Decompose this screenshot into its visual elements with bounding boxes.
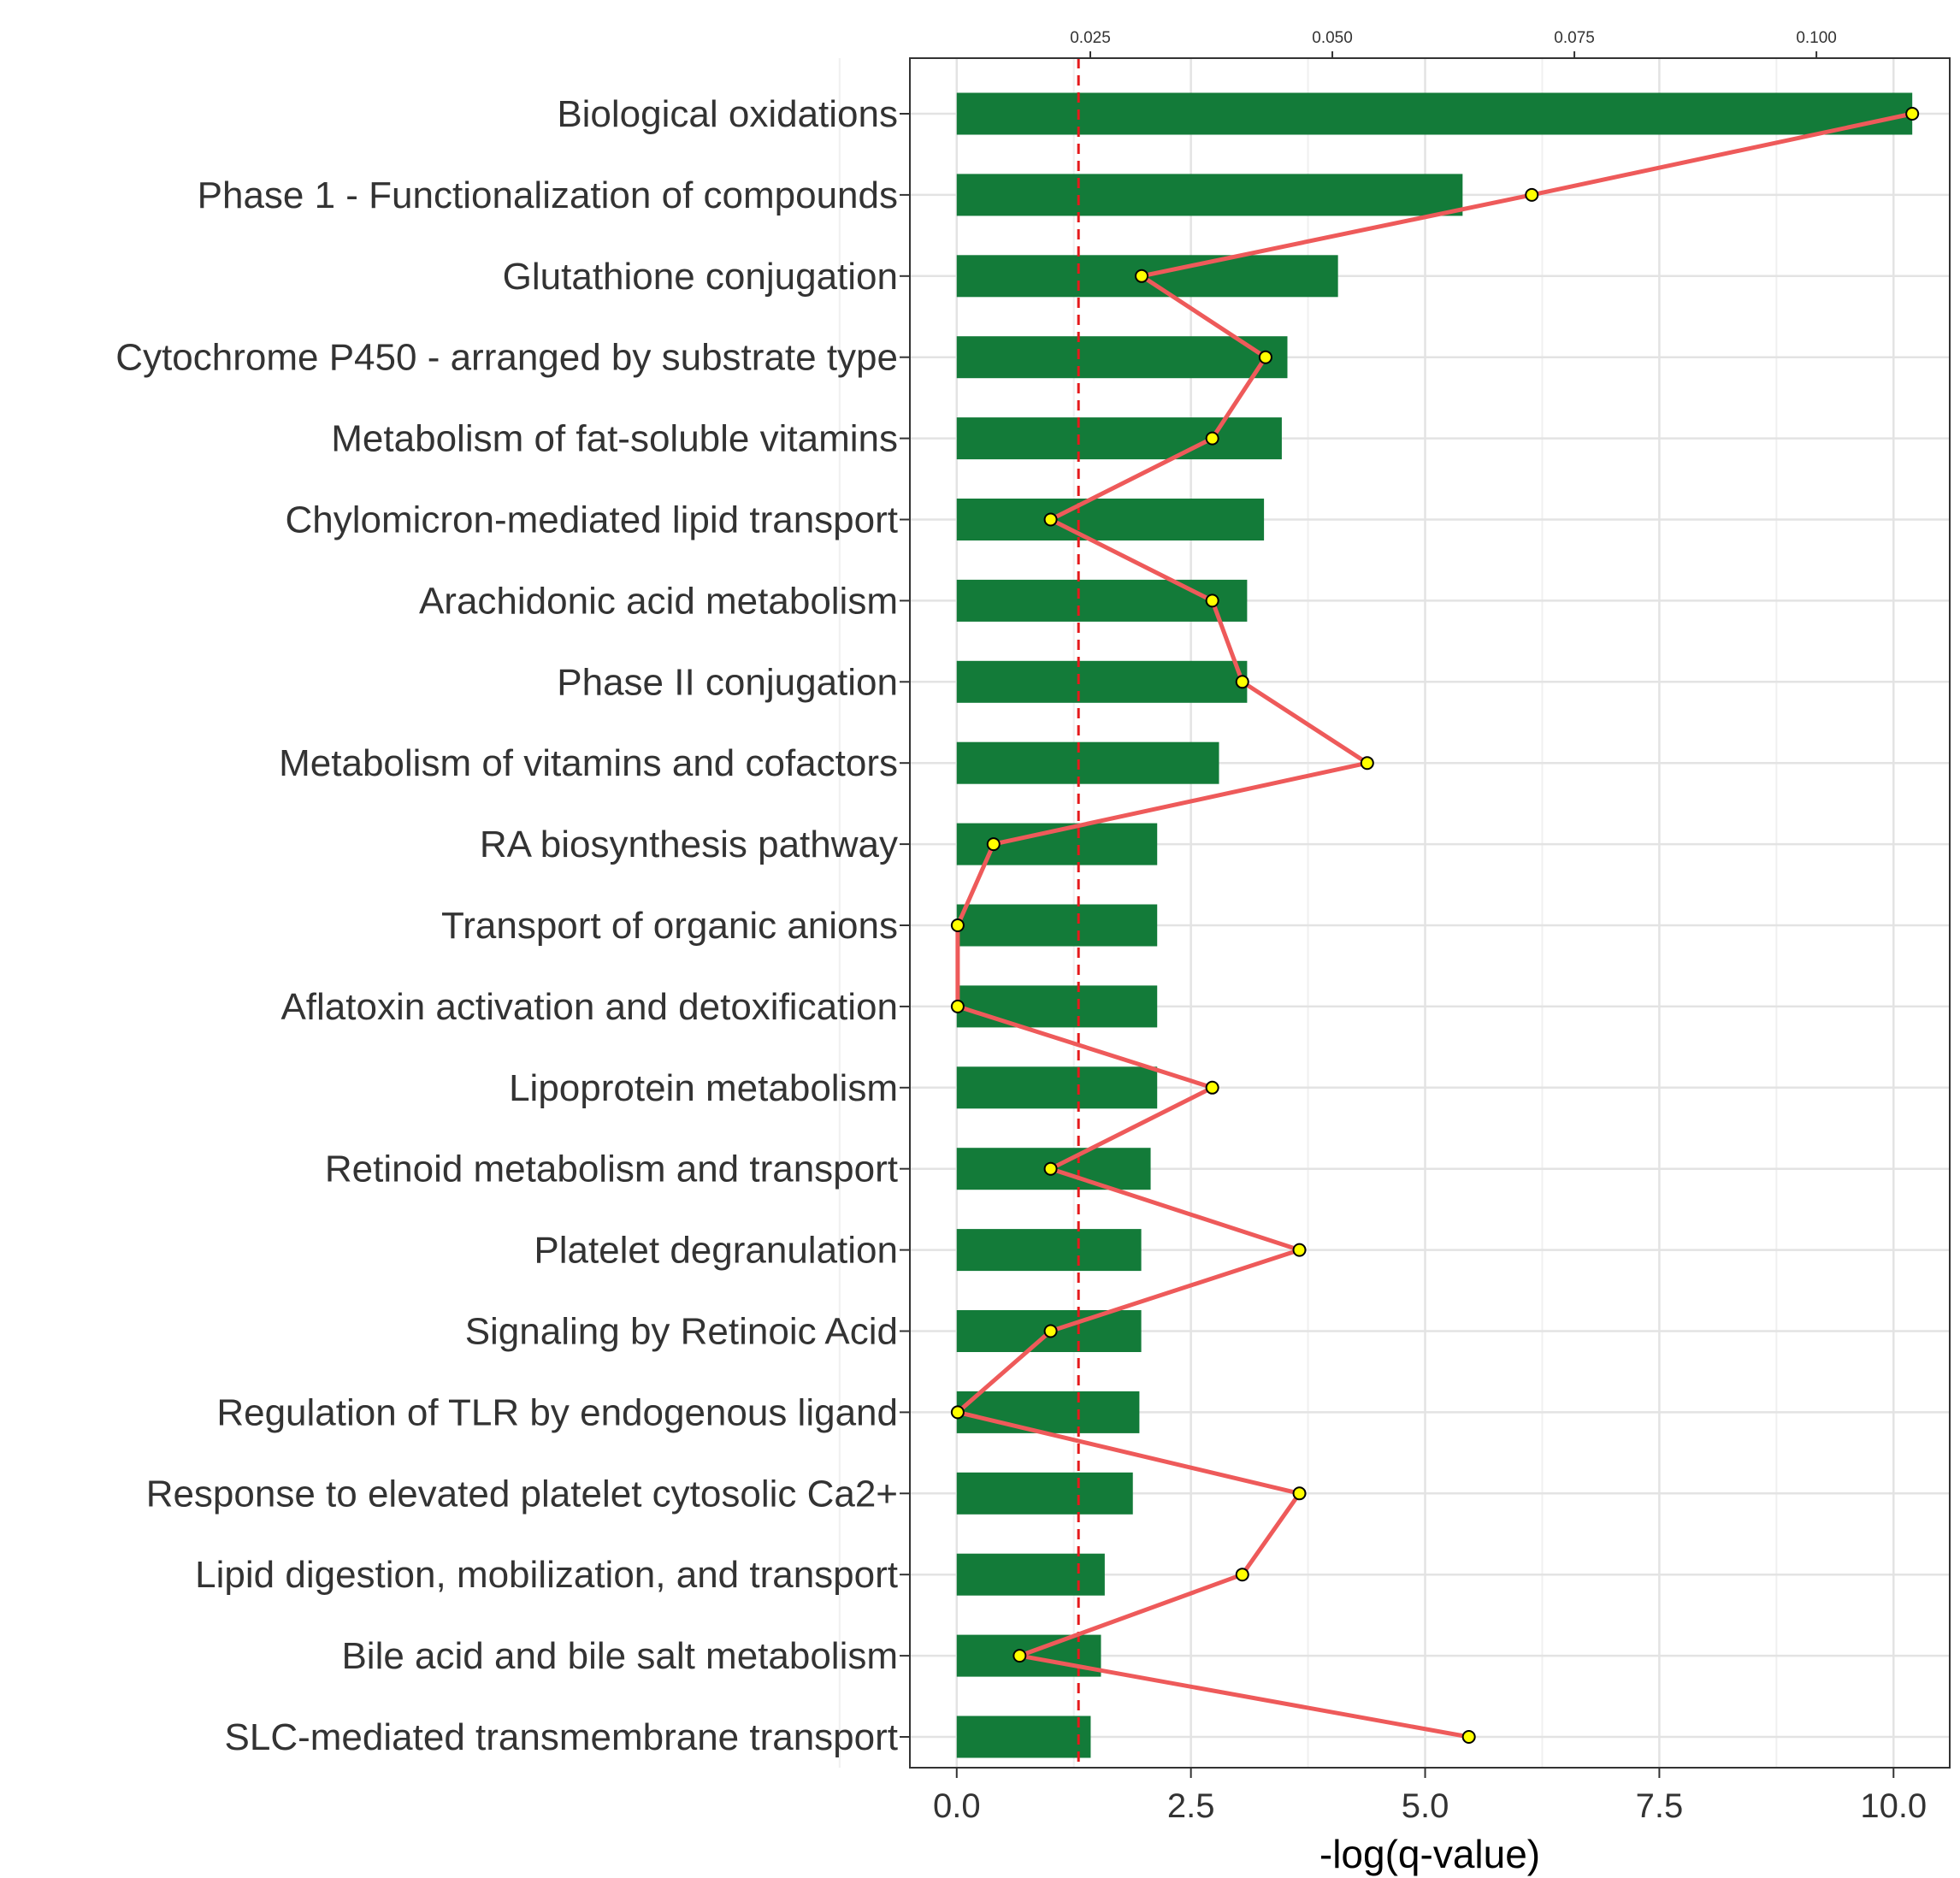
category-label: Aflatoxin activation and detoxification bbox=[280, 986, 898, 1028]
y-axis: Biological oxidations Phase 1 - Functiona… bbox=[115, 93, 910, 1758]
category-label: Platelet degranulation bbox=[534, 1230, 898, 1272]
category-label: Bile acid and bile salt metabolism bbox=[341, 1635, 898, 1677]
bar bbox=[956, 904, 1158, 947]
data-point bbox=[1525, 187, 1539, 202]
bar bbox=[956, 1472, 1133, 1515]
top-tick-label: 0.100 bbox=[1796, 29, 1837, 47]
category-label: Phase II conjugation bbox=[557, 661, 898, 703]
panel-border bbox=[909, 57, 1951, 1769]
data-point bbox=[1012, 1649, 1027, 1663]
x-tick-label: 5.0 bbox=[1402, 1787, 1449, 1825]
bar bbox=[956, 417, 1282, 460]
x-axis-bottom: 0.0 2.5 5.0 7.5 10.0 bbox=[933, 1768, 1927, 1825]
x-tick-label: 2.5 bbox=[1167, 1787, 1215, 1825]
x-tick-label: 7.5 bbox=[1636, 1787, 1684, 1825]
bar bbox=[956, 579, 1248, 622]
category-label: SLC-mediated transmembrane transport bbox=[225, 1716, 898, 1758]
data-point bbox=[1360, 756, 1374, 771]
data-point bbox=[986, 837, 1001, 852]
bar bbox=[956, 660, 1248, 703]
category-label: RA biosynthesis pathway bbox=[480, 824, 898, 865]
category-label: Metabolism of vitamins and cofactors bbox=[279, 742, 898, 784]
category-label: Transport of organic anions bbox=[441, 905, 898, 947]
bar bbox=[956, 1391, 1140, 1433]
bar bbox=[956, 1229, 1142, 1272]
category-label: Arachidonic acid metabolism bbox=[419, 580, 898, 622]
bar bbox=[956, 174, 1463, 216]
category-label: Cytochrome P450 - arranged by substrate … bbox=[115, 337, 898, 379]
bar bbox=[956, 1716, 1091, 1758]
x-tick-label: 10.0 bbox=[1860, 1787, 1927, 1825]
data-point bbox=[1135, 269, 1149, 283]
category-label: Metabolism of fat-soluble vitamins bbox=[331, 418, 898, 460]
bar bbox=[956, 741, 1219, 784]
x-axis-title: -log(q-value) bbox=[1319, 1832, 1540, 1876]
bar bbox=[956, 336, 1288, 379]
data-point bbox=[1235, 675, 1249, 689]
q-value-points bbox=[950, 107, 1920, 1744]
data-point bbox=[1043, 1324, 1058, 1338]
category-label: Biological oxidations bbox=[557, 93, 898, 135]
category-label: Retinoid metabolism and transport bbox=[325, 1149, 898, 1190]
category-label: Regulation of TLR by endogenous ligand bbox=[216, 1391, 898, 1433]
data-point bbox=[1043, 512, 1058, 527]
data-point bbox=[950, 999, 965, 1013]
category-label: Lipid digestion, mobilization, and trans… bbox=[195, 1554, 898, 1596]
data-point bbox=[1043, 1161, 1058, 1176]
bar bbox=[956, 1066, 1158, 1109]
x-tick-label: 0.0 bbox=[933, 1787, 981, 1825]
category-label: Signaling by Retinoic Acid bbox=[465, 1311, 898, 1353]
top-tick-label: 0.050 bbox=[1312, 29, 1353, 47]
bar bbox=[956, 985, 1158, 1028]
bar bbox=[956, 92, 1913, 135]
data-point bbox=[1461, 1730, 1476, 1744]
x-axis-top: 0.025 0.050 0.075 0.100 bbox=[1070, 29, 1837, 58]
data-point bbox=[1205, 431, 1219, 446]
data-point bbox=[950, 1405, 965, 1420]
data-point bbox=[1205, 1080, 1219, 1095]
data-point bbox=[1905, 107, 1920, 121]
data-point bbox=[1258, 350, 1272, 364]
category-label: Chylomicron-mediated lipid transport bbox=[285, 499, 898, 541]
data-point bbox=[1292, 1243, 1307, 1257]
category-label: Phase 1 - Functionalization of compounds bbox=[198, 174, 898, 216]
category-label: Response to elevated platelet cytosolic … bbox=[146, 1473, 898, 1515]
category-label: Lipoprotein metabolism bbox=[509, 1067, 898, 1109]
category-label: Glutathione conjugation bbox=[503, 256, 898, 298]
data-point bbox=[1292, 1486, 1307, 1501]
bar bbox=[956, 499, 1265, 540]
data-point bbox=[1205, 594, 1219, 608]
top-tick-label: 0.075 bbox=[1554, 29, 1595, 47]
data-point bbox=[1235, 1568, 1249, 1582]
data-point bbox=[950, 918, 965, 932]
top-tick-label: 0.025 bbox=[1070, 29, 1111, 47]
bar bbox=[956, 1553, 1105, 1596]
